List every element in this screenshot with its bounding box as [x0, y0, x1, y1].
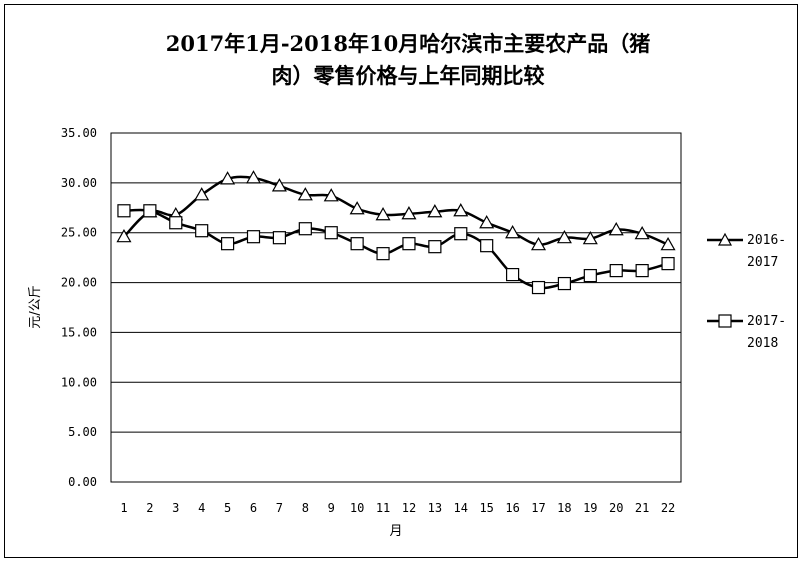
data-point-square: [195, 224, 209, 238]
x-tick-label: 11: [376, 501, 390, 515]
data-point-square: [557, 276, 572, 291]
data-point-triangle: [453, 203, 469, 217]
legend-label-series-1-line-2: 2017: [747, 255, 778, 270]
data-point-square: [505, 267, 520, 282]
data-point-square: [350, 237, 364, 251]
series-line-2: [123, 208, 669, 290]
x-tick-label: 18: [557, 501, 571, 515]
plot-area-border: [110, 132, 682, 483]
data-point-square: [661, 257, 675, 271]
x-tick-label: 14: [454, 501, 468, 515]
data-point-triangle: [245, 170, 262, 184]
x-tick-label: 6: [250, 501, 257, 515]
x-tick-label: 21: [635, 501, 649, 515]
chart-title-line-2: 肉）零售价格与上年同期比较: [272, 63, 545, 88]
legend: 2016- 2017 2017- 2018: [707, 232, 786, 351]
x-tick-label: 1: [120, 501, 127, 515]
data-point-triangle: [194, 187, 210, 201]
data-point-triangle: [401, 206, 417, 220]
data-point-triangle: [116, 228, 132, 243]
x-tick-labels: 1 2 3 4 5 6 7 8 9 10 11 12 13 14 15 16 17 18 19 20 21 22: [120, 501, 675, 515]
x-tick-label: 17: [531, 501, 545, 515]
data-point-triangle: [582, 230, 598, 245]
x-tick-label: 2: [146, 501, 153, 515]
x-tick-label: 22: [661, 501, 675, 515]
x-tick-label: 20: [609, 501, 623, 515]
data-point-square: [143, 204, 157, 218]
y-tick-label: 15.00: [61, 325, 97, 339]
data-point-square: [402, 237, 416, 251]
legend-marker-square: [718, 314, 732, 328]
data-point-square: [272, 231, 287, 245]
x-tick-label: 10: [350, 501, 364, 515]
data-point-square: [428, 240, 442, 254]
y-tick-label: 5.00: [68, 425, 97, 439]
x-axis-label: 月: [389, 524, 402, 539]
x-tick-label: 16: [505, 501, 519, 515]
legend-marker-triangle: [717, 232, 733, 246]
y-tick-label: 0.00: [68, 475, 97, 489]
data-point-triangle: [479, 215, 495, 229]
series-layer: [116, 170, 676, 295]
x-tick-label: 5: [224, 501, 231, 515]
y-axis-label: 元/公斤: [28, 285, 43, 328]
y-tick-label: 25.00: [61, 226, 97, 240]
data-point-square: [246, 230, 261, 244]
data-point-square: [609, 264, 623, 278]
y-tick-label: 20.00: [61, 276, 97, 290]
data-point-triangle: [634, 225, 650, 240]
line-chart: 2017年1月-2018年10月哈尔滨市主要农产品（猪 肉）零售价格与上年同期比…: [28, 31, 786, 539]
x-tick-label: 9: [328, 501, 335, 515]
legend-label-series-1-line-1: 2016-: [747, 233, 786, 248]
x-tick-label: 3: [172, 501, 179, 515]
data-point-square: [480, 239, 494, 253]
data-point-triangle: [375, 207, 391, 221]
x-tick-label: 8: [302, 501, 309, 515]
data-point-square: [531, 280, 546, 295]
gridlines: [111, 182, 681, 433]
x-tick-label: 4: [198, 501, 205, 515]
x-tick-label: 15: [479, 501, 493, 515]
x-tick-label: 12: [402, 501, 416, 515]
legend-item-series-2: 2017- 2018: [707, 314, 786, 351]
data-point-triangle: [530, 236, 547, 251]
series-line-1: [123, 175, 669, 246]
data-point-square: [583, 268, 597, 283]
data-point-triangle: [297, 187, 313, 201]
data-point-square: [220, 237, 235, 251]
data-point-square: [635, 264, 649, 278]
data-point-triangle: [220, 171, 236, 185]
y-tick-label: 35.00: [61, 126, 97, 140]
data-point-square: [376, 247, 390, 261]
x-tick-label: 19: [583, 501, 597, 515]
x-tick-label: 13: [428, 501, 442, 515]
legend-label-series-2-line-2: 2018: [747, 336, 778, 351]
data-point-square: [117, 204, 131, 218]
data-point-triangle: [505, 224, 521, 239]
series-2: [117, 204, 675, 295]
y-tick-label: 30.00: [61, 176, 97, 190]
data-point-triangle: [427, 204, 443, 218]
data-point-triangle: [556, 229, 572, 244]
data-point-triangle: [349, 201, 365, 215]
data-point-square: [324, 226, 338, 240]
chart-frame: 2017年1月-2018年10月哈尔滨市主要农产品（猪 肉）零售价格与上年同期比…: [4, 4, 798, 558]
y-tick-labels: 0.00 5.00 10.00 15.00 20.00 25.00 30.00 35.00: [61, 126, 97, 489]
data-point-triangle: [271, 178, 287, 192]
data-point-square: [169, 216, 183, 230]
y-tick-label: 10.00: [61, 375, 97, 389]
data-point-square: [454, 227, 468, 241]
data-point-square: [298, 222, 312, 236]
x-tick-label: 7: [276, 501, 283, 515]
data-point-triangle: [660, 236, 676, 251]
data-point-triangle: [323, 188, 339, 202]
legend-label-series-2-line-1: 2017-: [747, 314, 786, 329]
legend-item-series-1: 2016- 2017: [707, 232, 786, 270]
data-point-triangle: [608, 222, 624, 236]
chart-title-line-1: 2017年1月-2018年10月哈尔滨市主要农产品（猪: [166, 31, 650, 56]
